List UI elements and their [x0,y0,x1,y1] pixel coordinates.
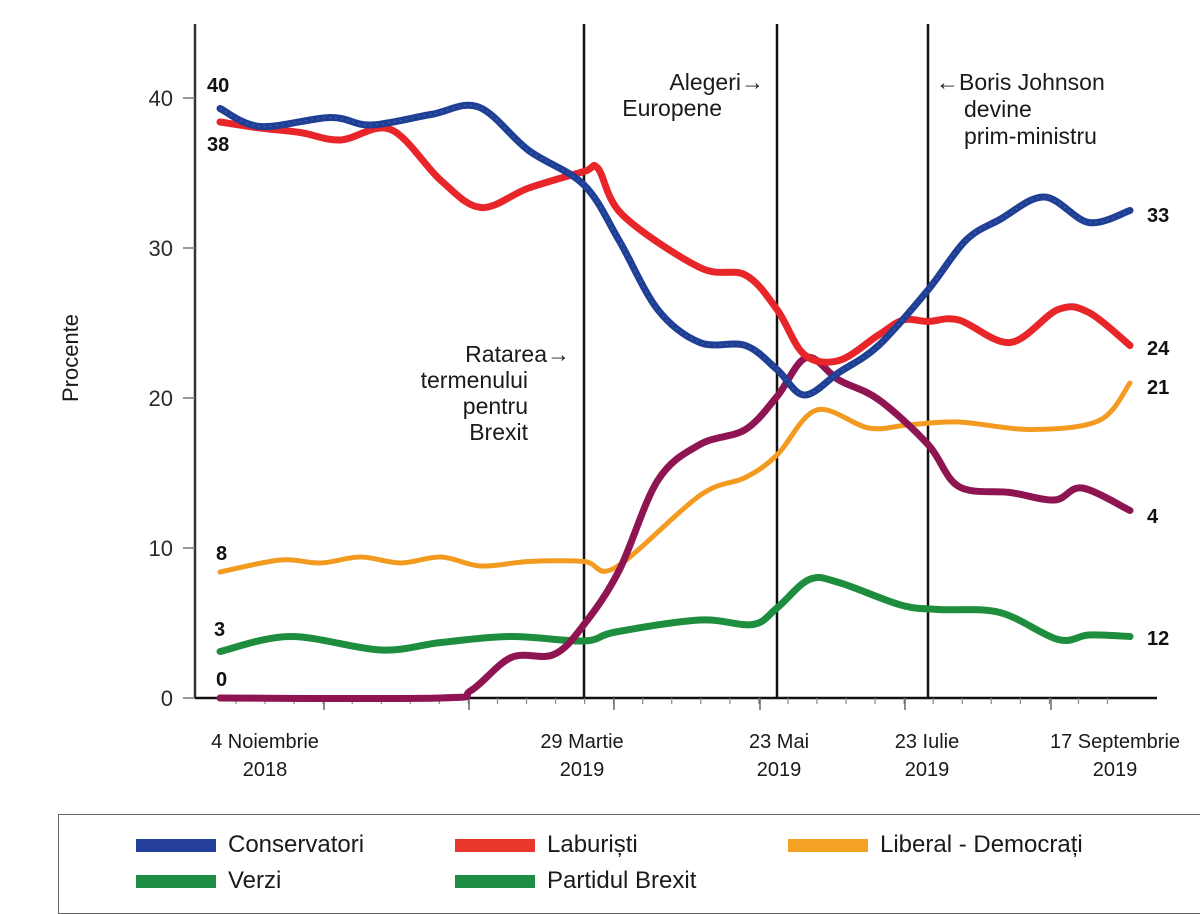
end-label: 21 [1147,377,1169,399]
x-tick-label: 2019 [1093,759,1138,781]
end-label: 4 [1147,506,1159,528]
legend-label: Laburiști [547,831,638,858]
start-label: 3 [214,619,225,641]
legend-label: Partidul Brexit [547,867,697,894]
series-line-laburisti [216,118,1134,366]
event-annotation: termenului [421,367,528,393]
x-tick-label: 4 Noiembrie [211,731,319,753]
x-tick-label: 17 Septembrie [1050,731,1180,753]
event-annotation: pentru [463,393,528,419]
start-label: 0 [216,669,227,691]
start-label: 40 [207,75,229,97]
legend-swatch [455,838,535,852]
legend-item-liberal-democrati: Liberal - Democrați [788,831,1083,859]
legend-item-verzi: Verzi [136,867,281,895]
event-annotation: prim-ministru [964,123,1097,149]
legend-swatch [455,874,535,888]
end-label: 12 [1147,628,1169,650]
event-annotation: Alegeri→ [669,69,764,95]
series-line-verzi [216,573,1134,655]
legend-swatch [788,838,868,852]
legend-item-laburisti: Laburiști [455,831,638,859]
y-tick-label: 10 [149,536,173,561]
legend-label: Liberal - Democrați [880,831,1083,858]
x-tick-label: 2019 [757,759,802,781]
series-line-partidul-brexit [216,353,1134,703]
y-tick-label: 0 [161,686,173,711]
end-label: 33 [1147,205,1169,227]
x-tick-label: 23 Iulie [895,731,960,753]
series-layer [216,101,1134,703]
x-tick-label: 2019 [905,759,950,781]
legend-item-conservatori: Conservatori [136,831,364,859]
x-tick-label: 2018 [243,759,288,781]
y-tick-label: 20 [149,386,173,411]
event-annotation: Ratarea→ [465,341,570,367]
series-texture-conservatori [219,104,1131,396]
y-axis-title: Procente [58,314,83,402]
legend: Conservatori Laburiști Liberal - Democra… [58,814,1200,914]
x-tick-label: 29 Martie [540,731,623,753]
legend-item-partidul-brexit: Partidul Brexit [455,867,696,895]
end-label: 24 [1147,338,1170,360]
start-label: 8 [216,543,227,565]
series-line-liberal-democrati [217,380,1133,575]
event-annotation: devine [964,96,1032,122]
y-tick-label: 30 [149,236,173,261]
legend-swatch [136,874,216,888]
x-tick-label: 23 Mai [749,731,809,753]
legend-swatch [136,838,216,852]
x-tick-label: 2019 [560,759,605,781]
start-label: 38 [207,134,229,156]
event-annotation: Europene [622,95,722,121]
event-annotation: Brexit [469,419,528,445]
legend-label: Verzi [228,867,282,894]
legend-label: Conservatori [228,831,365,858]
event-annotation: ←Boris Johnson [936,69,1105,95]
y-tick-label: 40 [149,86,173,111]
